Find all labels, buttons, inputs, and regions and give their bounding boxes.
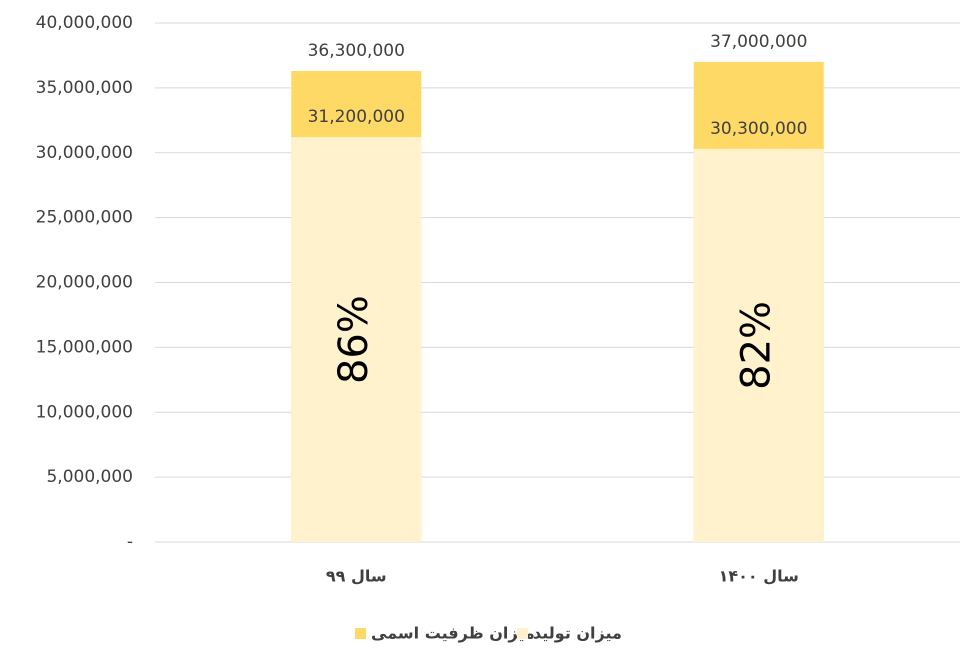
ratio-label: 82%: [734, 301, 780, 390]
legend-label: میزان تولید: [533, 624, 622, 643]
x-tick-label: سال ۹۹: [326, 567, 387, 586]
y-tick-label: 40,000,000: [36, 13, 133, 33]
value-label: 30,300,000: [710, 119, 807, 139]
y-tick-label: -: [127, 532, 133, 552]
y-tick-label: 20,000,000: [36, 273, 133, 293]
y-tick-label: 30,000,000: [36, 143, 133, 163]
y-tick-label: 5,000,000: [46, 467, 133, 487]
y-tick-label: 10,000,000: [36, 402, 133, 422]
legend-label: میزان ظرفیت اسمی: [371, 624, 535, 643]
legend-swatch: [355, 628, 366, 639]
legend-swatch: [517, 628, 528, 639]
bar: [291, 137, 422, 542]
bar: [693, 148, 824, 543]
y-tick-label: 35,000,000: [36, 78, 133, 98]
value-label: 37,000,000: [710, 32, 807, 52]
value-label: 36,300,000: [308, 41, 405, 61]
ratio-label: 86%: [331, 295, 377, 384]
y-tick-label: 25,000,000: [36, 208, 133, 228]
y-tick-label: 15,000,000: [36, 337, 133, 357]
value-label: 31,200,000: [308, 107, 405, 127]
x-tick-label: سال ۱۴۰۰: [719, 567, 799, 586]
